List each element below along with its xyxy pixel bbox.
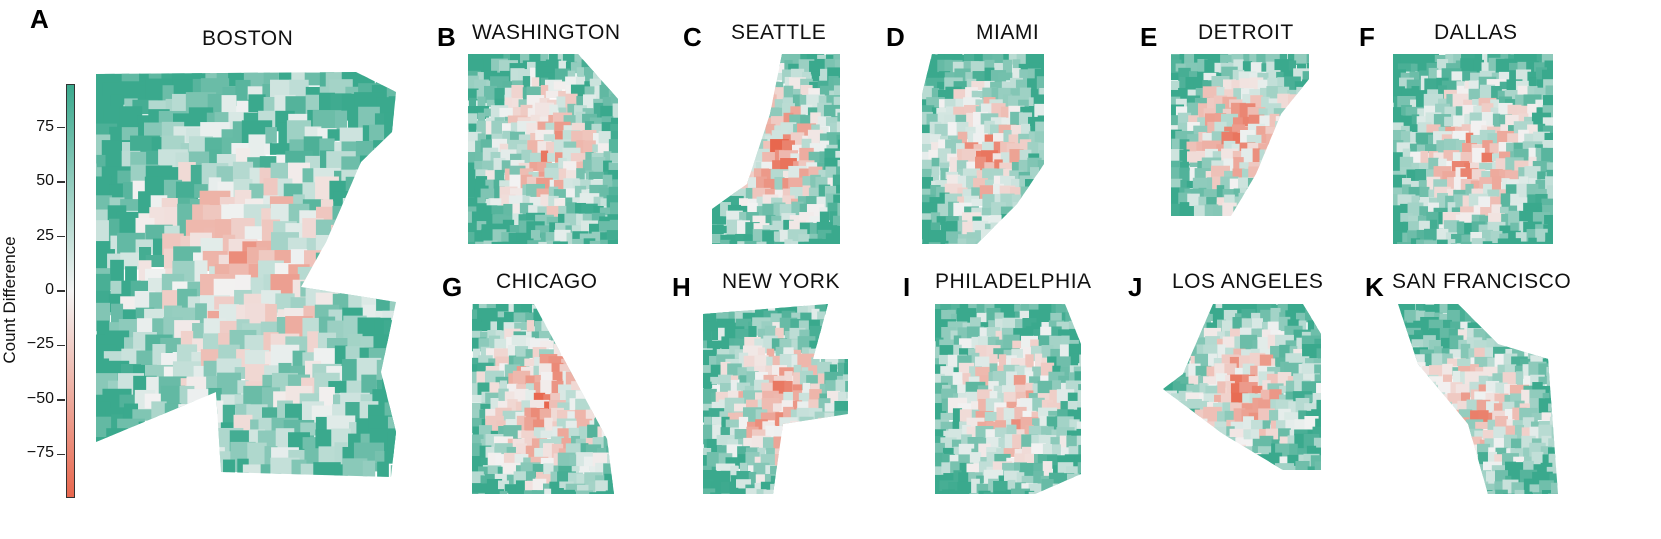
panel-letter-b: B (437, 22, 456, 52)
panel-letter-j: J (1128, 272, 1143, 302)
map-philadelphia (935, 304, 1081, 494)
panel-title-seattle: SEATTLE (731, 21, 827, 44)
map-seattle (712, 54, 840, 244)
colorbar-tick (57, 290, 65, 292)
map-new-york (703, 304, 848, 494)
colorbar-tick (57, 453, 65, 456)
map-detroit (1171, 54, 1309, 216)
panel-letter-i: I (903, 272, 911, 302)
panel-title-washington: WASHINGTON (472, 21, 621, 44)
colorbar (66, 84, 75, 498)
map-san-francisco (1398, 304, 1558, 494)
colorbar-tick-label: −50 (26, 389, 54, 407)
panel-letter-c: C (683, 22, 702, 52)
panel-title-chicago: CHICAGO (496, 270, 598, 293)
colorbar-tick (57, 399, 65, 401)
map-boston (96, 72, 396, 477)
colorbar-tick-label: 0 (45, 281, 54, 298)
panel-letter-k: K (1365, 272, 1384, 302)
panel-letter-h: H (672, 272, 691, 302)
colorbar-tick-label: −25 (26, 335, 54, 353)
colorbar-tick-label: 75 (36, 117, 54, 135)
panel-letter-g: G (442, 272, 463, 302)
colorbar-tick (57, 181, 65, 183)
colorbar-tick-label: 50 (36, 172, 54, 190)
map-miami (922, 54, 1044, 244)
map-chicago (472, 304, 614, 494)
panel-title-miami: MIAMI (976, 21, 1040, 44)
map-washington (468, 54, 618, 244)
panel-title-new-york: NEW YORK (722, 270, 840, 293)
map-los-angeles (1163, 304, 1321, 470)
colorbar-tick-label: −75 (26, 444, 54, 462)
panel-title-los-angeles: LOS ANGELES (1172, 270, 1324, 293)
panel-title-dallas: DALLAS (1434, 21, 1518, 44)
panel-title-philadelphia: PHILADELPHIA (935, 270, 1092, 293)
panel-title-san-francisco: SAN FRANCISCO (1392, 270, 1572, 293)
panel-title-boston: BOSTON (202, 27, 294, 50)
panel-title-detroit: DETROIT (1198, 21, 1294, 44)
colorbar-tick (57, 344, 65, 347)
colorbar-tick (57, 235, 65, 238)
colorbar-tick (57, 126, 65, 129)
map-dallas (1393, 54, 1553, 244)
panel-letter-a: A (30, 4, 49, 34)
panel-letter-e: E (1140, 22, 1158, 52)
panel-letter-f: F (1359, 22, 1375, 52)
colorbar-tick-label: 25 (36, 226, 54, 244)
panel-letter-d: D (886, 22, 905, 52)
